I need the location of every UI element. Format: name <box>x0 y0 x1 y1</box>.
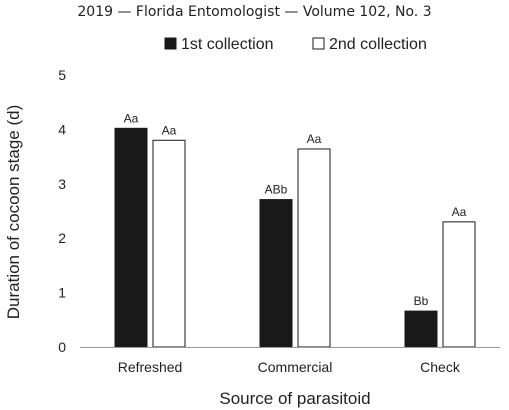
y-axis-ticks: 0 1 2 3 4 5 <box>58 67 66 355</box>
y-tick-label: 4 <box>58 121 66 137</box>
y-tick-label: 0 <box>58 339 66 355</box>
bar-1st-check <box>404 310 438 348</box>
y-tick-label: 2 <box>58 230 66 246</box>
y-tick-label: 3 <box>58 176 66 192</box>
running-header: 2019 — Florida Entomologist — Volume 102… <box>77 4 432 20</box>
x-tick-label: Refreshed <box>118 359 183 375</box>
bars: Aa Aa ABb Aa Bb Aa <box>114 111 476 348</box>
x-tick-label: Commercial <box>258 359 333 375</box>
y-tick-label: 5 <box>58 67 66 83</box>
legend-swatch-2nd-collection <box>312 37 325 50</box>
bar-2nd-check <box>442 221 476 348</box>
bar-2nd-refreshed <box>152 139 186 348</box>
data-label: Aa <box>124 111 139 125</box>
data-label: Aa <box>307 132 322 146</box>
data-label: ABb <box>265 183 288 197</box>
legend: 1st collection 2nd collection <box>164 36 427 53</box>
data-label: Aa <box>162 123 177 137</box>
bar-1st-commercial <box>259 199 293 348</box>
legend-swatch-1st-collection <box>164 37 177 50</box>
x-axis-ticks: Refreshed Commercial Check <box>118 359 461 375</box>
data-label: Bb <box>414 294 429 308</box>
legend-label-2nd-collection: 2nd collection <box>329 36 427 53</box>
x-axis-title: Source of parasitoid <box>219 389 370 408</box>
legend-label-1st-collection: 1st collection <box>181 36 274 53</box>
data-label: Aa <box>452 205 467 219</box>
y-tick-label: 1 <box>58 285 66 301</box>
bar-1st-refreshed <box>114 127 148 348</box>
x-tick-label: Check <box>420 359 461 375</box>
bar-2nd-commercial <box>297 148 331 348</box>
y-axis-title: Duration of cocoon stage (d) <box>4 105 23 320</box>
